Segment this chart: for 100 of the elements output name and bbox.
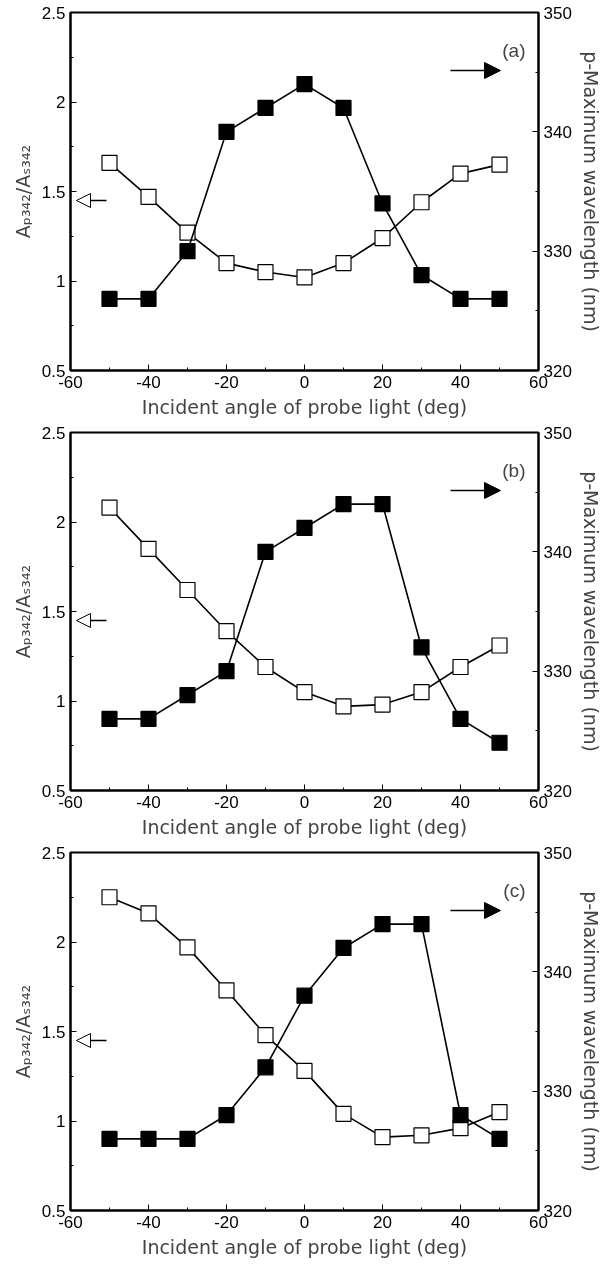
x-axis-title: Incident angle of probe light (deg) (141, 1235, 468, 1258)
point (452, 165, 469, 182)
x-tick-label: 40 (451, 792, 470, 812)
point (218, 623, 235, 640)
point (140, 905, 157, 922)
point (296, 1062, 313, 1079)
point (296, 519, 313, 537)
y-tick-label: 2 (56, 93, 66, 112)
point (491, 1103, 508, 1121)
y2-axis-title: p-Maximum wavelength (nm) (579, 51, 602, 332)
point (374, 916, 391, 933)
x-tick-label: 0 (299, 792, 310, 812)
point (491, 156, 508, 173)
y-tick-label: 1 (56, 692, 66, 711)
y2-tick-label: 330 (543, 1082, 572, 1102)
point (179, 1130, 196, 1147)
x-tick-label: -20 (214, 372, 239, 392)
y-tick-label: 1 (56, 272, 66, 291)
point (335, 99, 352, 117)
x-axis-title: Incident angle of probe light (deg) (141, 815, 468, 838)
point (413, 1127, 430, 1144)
point (140, 188, 157, 205)
x-tick-label: -40 (136, 792, 161, 812)
x-tick-label: 0 (299, 372, 310, 392)
point (374, 229, 391, 247)
y2-tick-label: 350 (543, 423, 572, 443)
point (257, 99, 274, 117)
point (140, 290, 157, 307)
point (491, 1130, 508, 1147)
point (101, 710, 118, 727)
point (179, 224, 196, 241)
x-tick-label: 40 (451, 1212, 470, 1232)
point (257, 1059, 274, 1076)
y2-tick-label: 340 (543, 962, 572, 982)
point (218, 123, 235, 140)
point (491, 637, 508, 654)
point (257, 543, 274, 560)
y-tick-label: 2.5 (41, 3, 66, 23)
point (101, 154, 118, 171)
y-axis-title: Aₚ₃₄₂/Aₛ₃₄₂ (11, 564, 34, 659)
x-tick-label: -40 (136, 372, 161, 392)
point (413, 683, 430, 701)
point (218, 1106, 235, 1124)
y2-tick-label: 350 (543, 3, 572, 23)
point (374, 696, 391, 713)
y-tick-label: 1.5 (41, 602, 66, 622)
y2-tick-label: 350 (543, 843, 572, 863)
point (374, 496, 391, 513)
annotation: (b) (502, 459, 526, 481)
point (452, 290, 469, 307)
y2-tick-label: 330 (543, 242, 572, 262)
point (179, 243, 196, 260)
point (296, 987, 313, 1004)
point (296, 683, 313, 701)
x-tick-label: 40 (451, 372, 470, 392)
point (257, 1026, 274, 1044)
y2-tick-label: 340 (543, 122, 572, 142)
point (296, 269, 313, 286)
point (413, 266, 430, 284)
y2-tick-label: 330 (543, 662, 572, 682)
point (491, 290, 508, 307)
y-tick-label: 2 (56, 513, 66, 532)
point (491, 734, 508, 751)
x-tick-label: -40 (136, 1212, 161, 1232)
point (335, 1105, 352, 1122)
point (140, 540, 157, 557)
point (335, 255, 352, 272)
point (452, 710, 469, 727)
y-axis-title: Aₚ₃₄₂/Aₛ₃₄₂ (11, 984, 34, 1079)
y2-axis-title: p-Maximum wavelength (nm) (579, 471, 602, 752)
point (413, 916, 430, 933)
point (374, 195, 391, 212)
y2-axis-title: p-Maximum wavelength (nm) (579, 891, 602, 1172)
point (335, 698, 352, 715)
point (413, 194, 430, 211)
point (179, 939, 196, 956)
point (218, 255, 235, 272)
point (335, 496, 352, 513)
x-tick-label: -20 (214, 1212, 239, 1232)
point (257, 263, 274, 281)
point (218, 982, 235, 999)
x-tick-label: 0 (299, 1212, 310, 1232)
point (140, 710, 157, 727)
point (101, 1130, 118, 1147)
point (257, 658, 274, 676)
x-tick-label: 20 (373, 372, 392, 392)
point (101, 499, 118, 516)
annotation: (c) (503, 879, 526, 901)
point (140, 1130, 157, 1147)
point (335, 939, 352, 957)
point (179, 581, 196, 599)
y-tick-label: 1.5 (41, 182, 66, 202)
y-tick-label: 1.5 (41, 1022, 66, 1042)
x-tick-label: 20 (373, 1212, 392, 1232)
x-tick-label: -20 (214, 792, 239, 812)
y-tick-label: 2 (56, 933, 66, 952)
point (374, 1129, 391, 1146)
y-tick-label: 2.5 (41, 423, 66, 443)
point (452, 658, 469, 676)
y-axis-title: Aₚ₃₄₂/Aₛ₃₄₂ (11, 144, 34, 239)
